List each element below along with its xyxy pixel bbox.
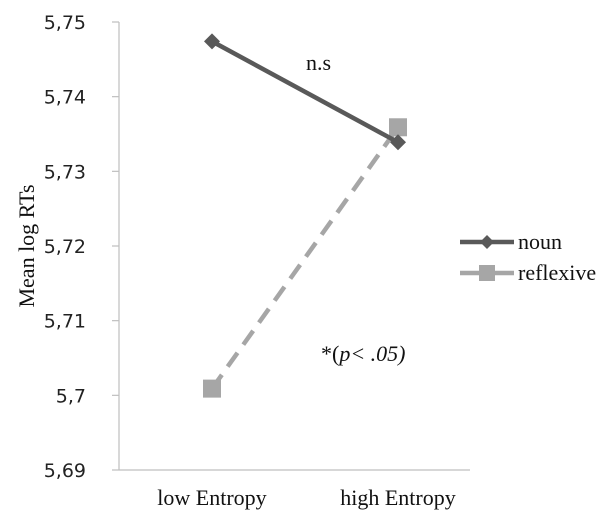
data-point-noun <box>204 33 220 50</box>
legend: noun reflexive <box>460 229 596 285</box>
data-point-reflexive <box>203 379 221 398</box>
y-tick-label: 5,75 <box>44 12 86 34</box>
y-tick-label: 5,69 <box>44 460 86 482</box>
reflexive-significance-annotation: *(p< .05) <box>321 341 406 366</box>
series-line-noun <box>210 39 400 145</box>
legend-marker-reflexive <box>479 265 495 281</box>
y-tick-label: 5,72 <box>44 236 86 258</box>
noun-significance-annotation: n.s <box>306 50 331 75</box>
annotation-prefix: *( <box>321 341 339 366</box>
x-tick-label: low Entropy <box>157 485 266 510</box>
legend-label-noun: noun <box>518 229 562 254</box>
data-point-noun <box>390 134 406 151</box>
series-layer <box>203 33 407 398</box>
y-tick-label: 5,74 <box>44 87 86 109</box>
legend-item-noun: noun <box>460 229 562 254</box>
annotation-suffix: < .05) <box>350 341 405 366</box>
legend-item-reflexive: reflexive <box>460 260 596 285</box>
x-tick-label: high Entropy <box>340 485 456 510</box>
series-reflexive <box>203 118 407 398</box>
y-tick-label: 5,73 <box>44 161 86 183</box>
legend-label-reflexive: reflexive <box>518 260 596 285</box>
series-noun <box>204 33 406 151</box>
data-point-reflexive <box>389 118 407 137</box>
y-tick-labels: 5,69 5,7 5,71 5,72 5,73 5,74 5,75 <box>44 12 119 482</box>
y-axis-label: Mean log RTs <box>14 184 39 307</box>
legend-marker-noun <box>480 235 494 249</box>
annotation-p: p <box>337 341 350 366</box>
x-tick-labels: low Entropy high Entropy <box>157 485 455 510</box>
y-tick-label: 5,7 <box>56 385 86 407</box>
y-tick-label: 5,71 <box>44 311 86 333</box>
